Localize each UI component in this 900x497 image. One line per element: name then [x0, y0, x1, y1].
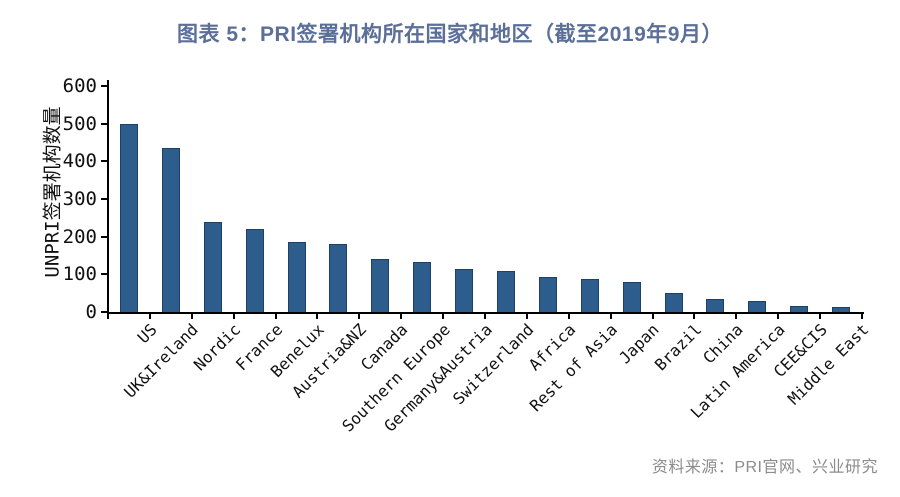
y-tick-label: 500: [62, 112, 97, 135]
bar-germany-austria: [455, 268, 474, 312]
bar-africa: [538, 276, 557, 312]
bar-latin-america: [748, 301, 767, 312]
bar-middle-east: [832, 307, 851, 312]
bar-rest-of-asia: [580, 279, 599, 312]
chart-title: 图表 5：PRI签署机构所在国家和地区（截至2019年9月）: [177, 23, 723, 46]
x-tick-mark: [819, 313, 822, 319]
x-tick-mark: [274, 313, 277, 319]
x-tick-mark: [400, 313, 403, 319]
bar-cee-cis: [790, 305, 809, 312]
y-tick-mark: [101, 198, 108, 200]
bar-switzerland: [496, 270, 515, 312]
y-tick-label: 400: [62, 150, 97, 173]
y-tick-mark: [101, 160, 108, 163]
bar-uk-ireland: [161, 148, 180, 312]
y-tick-mark: [101, 235, 108, 238]
y-tick-label: 100: [62, 263, 97, 286]
bar-brazil: [664, 293, 683, 312]
y-tick-label: 300: [62, 188, 97, 210]
x-tick-label: US: [133, 320, 161, 348]
x-tick-mark: [861, 313, 863, 319]
x-tick-mark: [735, 313, 738, 319]
bar-canada: [371, 258, 390, 312]
x-tick-mark: [358, 313, 361, 319]
y-axis-line: [107, 80, 109, 314]
x-tick-mark: [693, 313, 696, 319]
x-tick-mark: [232, 313, 235, 319]
bar-austria-nz: [329, 244, 348, 312]
y-tick-mark: [101, 85, 108, 87]
x-tick-mark: [651, 313, 654, 319]
y-tick-label: 0: [85, 301, 97, 323]
y-tick-label: 600: [62, 75, 97, 97]
bar-japan: [622, 282, 641, 312]
x-tick-mark: [442, 313, 445, 319]
x-tick-mark: [148, 313, 151, 319]
x-tick-mark: [525, 313, 528, 319]
bar-benelux: [287, 241, 306, 312]
bar-us: [119, 123, 138, 312]
x-tick-mark: [107, 313, 109, 319]
bar-nordic: [203, 221, 222, 312]
bar-china: [706, 299, 725, 312]
y-tick-mark: [101, 311, 108, 313]
x-tick-label: Brazil: [650, 320, 705, 375]
y-tick-mark: [101, 273, 108, 276]
y-tick-mark: [101, 122, 108, 125]
x-tick-mark: [316, 313, 319, 319]
x-tick-label: Nordic: [189, 320, 245, 375]
x-tick-mark: [567, 313, 570, 319]
x-tick-mark: [777, 313, 780, 319]
x-tick-mark: [484, 313, 486, 319]
source-note: 资料来源：PRI官网、兴业研究: [651, 459, 878, 476]
bar-southern-europe: [413, 262, 432, 312]
x-tick-mark: [190, 313, 193, 319]
bar-france: [245, 229, 264, 312]
y-tick-label: 200: [62, 225, 97, 248]
x-tick-mark: [609, 313, 612, 319]
